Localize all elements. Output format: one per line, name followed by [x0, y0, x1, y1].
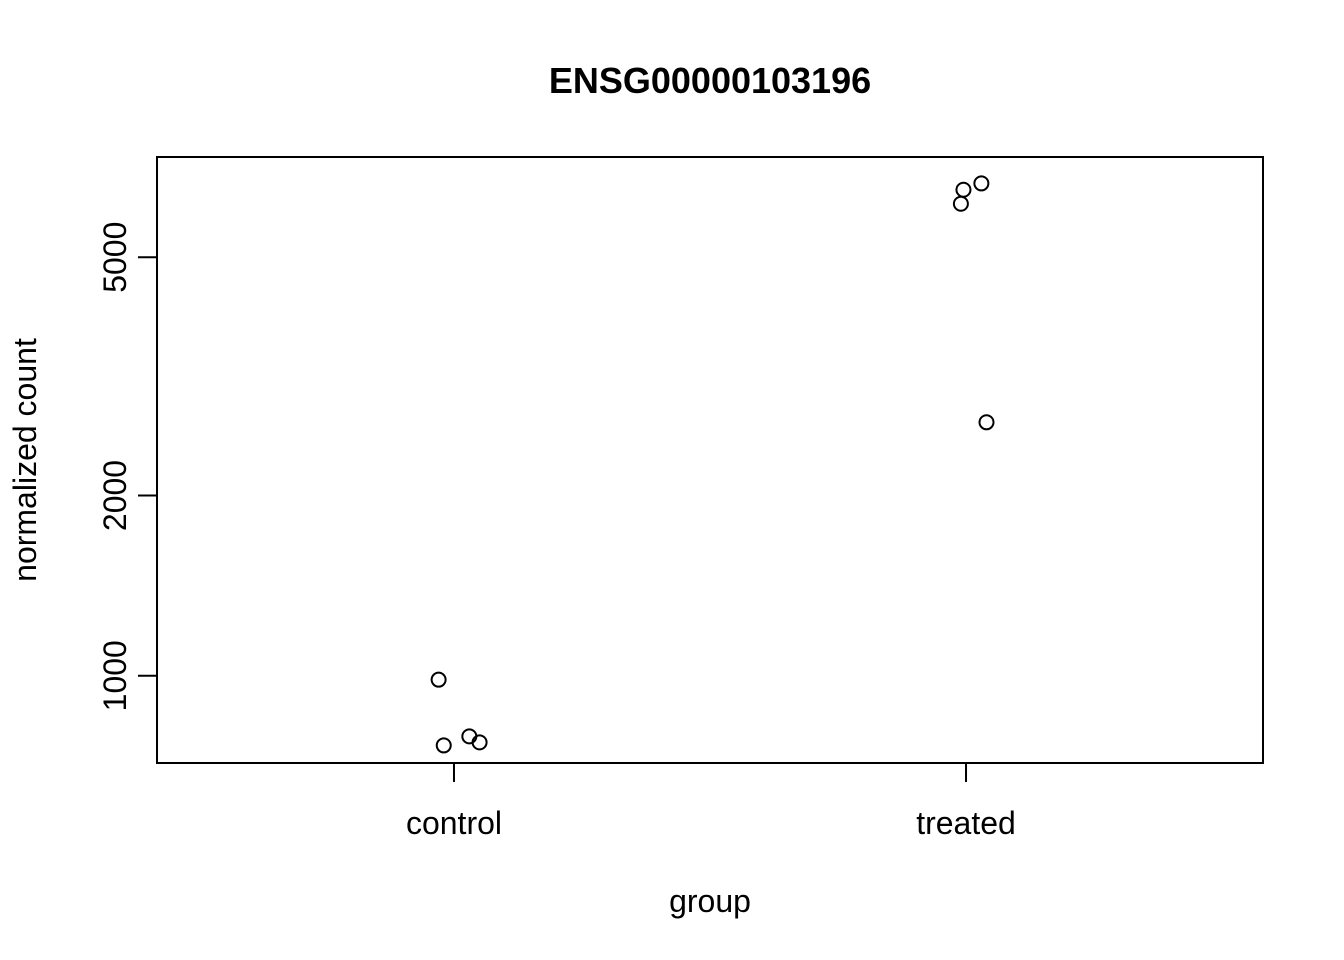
data-point	[978, 414, 995, 431]
plot-frame	[156, 156, 1264, 764]
x-tick-label: control	[406, 805, 502, 841]
data-point	[471, 734, 488, 751]
data-point	[435, 737, 452, 754]
data-point	[430, 671, 447, 688]
y-axis: 1000 2000 5000	[97, 222, 157, 711]
chart-title: ENSG00000103196	[549, 60, 871, 101]
y-tick-label: 5000	[97, 222, 133, 293]
x-axis-label: group	[669, 883, 751, 919]
x-axis: control treated	[406, 763, 1016, 841]
y-axis-label: normalized count	[7, 338, 43, 582]
data-point	[955, 181, 972, 198]
y-tick-label: 1000	[97, 640, 133, 711]
data-points	[430, 175, 995, 754]
data-point	[461, 728, 478, 745]
x-tick-label: treated	[916, 805, 1016, 841]
data-point	[952, 195, 969, 212]
y-tick-label: 2000	[97, 460, 133, 531]
data-point	[973, 175, 990, 192]
